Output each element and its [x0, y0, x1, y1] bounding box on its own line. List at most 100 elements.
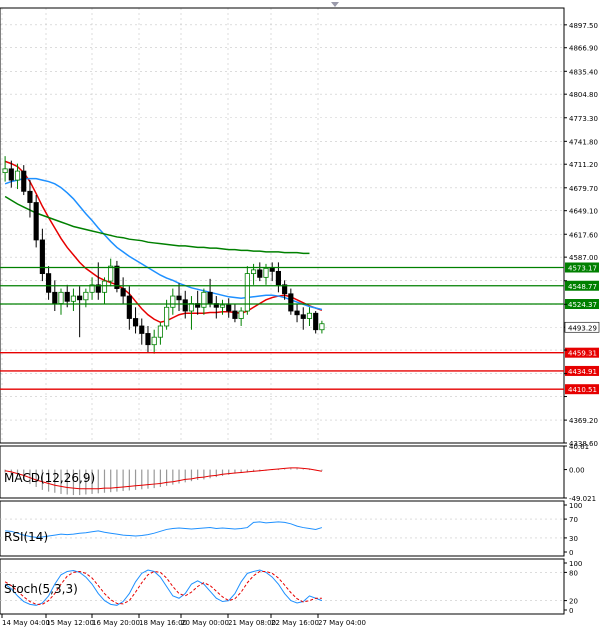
macd-bar — [116, 469, 118, 492]
macd-bar — [85, 469, 87, 495]
scroll-marker-icon[interactable] — [331, 2, 339, 7]
macd-bar — [302, 468, 304, 470]
macd-bar — [252, 469, 255, 472]
macd-bar — [103, 469, 106, 493]
candle-body — [108, 265, 114, 282]
x-tick-label: 27 May 04:00 — [318, 619, 366, 627]
candle-body — [176, 295, 182, 301]
stoch-axis-tick-label: 80 — [569, 569, 578, 577]
candle-body — [250, 269, 257, 275]
candle-body — [263, 267, 269, 278]
candle-body — [319, 323, 325, 331]
x-tick-label: 14 May 04:00 — [2, 619, 50, 627]
x-tick-label: 22 May 16:00 — [271, 619, 319, 627]
stoch-axis-tick-label: 20 — [569, 598, 578, 606]
price-tick-label: 4617.60 — [569, 231, 598, 239]
candle-body — [306, 312, 313, 319]
macd-bar — [308, 469, 311, 471]
macd-bar — [134, 469, 137, 490]
price-tick-label: 4338.60 — [569, 440, 598, 448]
macd-title: MACD(12,26,9) — [4, 471, 95, 485]
current-price-label: 4493.29 — [568, 324, 597, 332]
macd-axis-tick-label: -49.021 — [569, 495, 596, 503]
price-tick-label: 4897.50 — [569, 22, 598, 30]
macd-bar — [41, 469, 43, 490]
level-label-box — [565, 347, 599, 358]
price-tick-label: 4773.30 — [569, 115, 598, 123]
price-tick-label: 4866.90 — [569, 45, 598, 53]
x-tick-label: 15 May 12:00 — [46, 619, 94, 627]
candle-body — [157, 325, 163, 338]
macd-bar — [128, 469, 130, 491]
rsi-panel-frame — [0, 500, 565, 557]
macd-bar — [203, 469, 205, 480]
candle-body — [132, 318, 139, 327]
macd-bar — [277, 469, 280, 471]
level-label-box — [565, 299, 599, 310]
candle-body — [126, 295, 132, 319]
rsi-panel: RSI(14) 100 70 30 0 — [0, 500, 582, 557]
macd-bar — [190, 469, 193, 482]
macd-bar — [66, 469, 68, 495]
candle-body — [188, 303, 195, 312]
candle-body — [8, 168, 14, 181]
rsi-line — [5, 521, 323, 538]
level-label-box — [565, 365, 599, 376]
candle-body — [83, 291, 89, 301]
candle-body — [114, 265, 120, 289]
candle-body — [238, 310, 244, 319]
macd-axis-tick-label: 40.61 — [569, 443, 589, 451]
candle-body — [151, 336, 157, 346]
macd-bar — [141, 469, 143, 490]
price-tick-label: 4804.80 — [569, 91, 598, 99]
ma-line-2 — [4, 177, 323, 311]
candle-body — [288, 293, 294, 312]
macd-bar — [290, 468, 292, 470]
macd-bar — [110, 469, 112, 493]
candle-body — [201, 291, 207, 308]
macd-bar — [91, 469, 93, 494]
candle-body — [275, 270, 281, 286]
rsi-axis-tick-label: 0 — [569, 549, 573, 557]
macd-bar — [234, 469, 236, 474]
level-label: 4573.17 — [568, 264, 597, 272]
level-label-box — [565, 262, 599, 273]
macd-bar — [184, 469, 186, 483]
macd-bar — [16, 469, 19, 477]
candle-body — [120, 288, 126, 297]
rsi-axis-tick-label: 70 — [569, 516, 578, 524]
candle-body — [21, 170, 27, 192]
macd-bar — [172, 469, 174, 485]
candle-body — [70, 295, 77, 302]
rsi-title: RSI(14) — [4, 530, 48, 544]
level-label: 4410.51 — [568, 386, 597, 394]
candle-body — [139, 325, 145, 334]
candle-body — [89, 284, 95, 293]
price-tick-label: 4741.80 — [569, 138, 598, 146]
candle-body — [219, 304, 226, 308]
candle-body — [164, 306, 170, 327]
stoch-title: Stoch(5,3,3) — [4, 582, 78, 596]
x-tick-label: 21 May 08:00 — [228, 619, 276, 627]
stoch-signal-line — [4, 570, 322, 605]
candle-body — [33, 202, 39, 241]
rsi-axis-tick-label: 30 — [569, 535, 578, 543]
macd-bar — [215, 469, 217, 478]
current-price-box — [564, 321, 600, 333]
level-label-box — [565, 280, 599, 291]
level-label: 4524.37 — [568, 301, 597, 309]
candle-body — [313, 312, 319, 331]
macd-bar — [221, 469, 224, 476]
candle-body — [46, 273, 52, 293]
candle-body — [145, 333, 151, 346]
stoch-panel-frame — [0, 558, 565, 615]
candle-body — [64, 291, 70, 302]
price-tick-label: 4679.70 — [569, 185, 598, 193]
macd-axis-tick-label: 0.00 — [569, 467, 585, 475]
macd-bar — [35, 469, 37, 487]
candle-body — [257, 269, 263, 278]
price-tick-label: 4835.40 — [569, 68, 598, 76]
